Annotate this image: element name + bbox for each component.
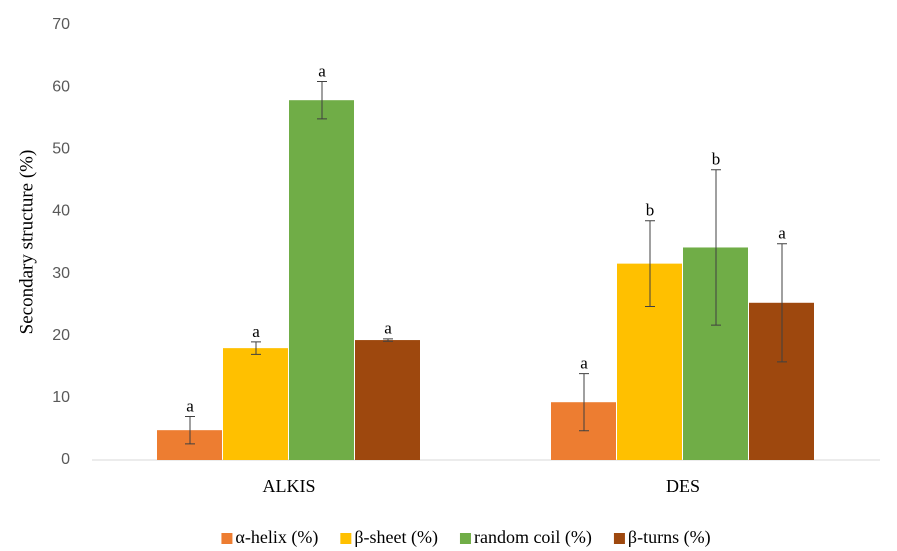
significance-letter: a bbox=[778, 224, 786, 243]
error-bar bbox=[777, 243, 787, 363]
legend-label: random coil (%) bbox=[474, 527, 592, 548]
x-tick-label: ALKIS bbox=[263, 476, 316, 496]
y-tick-label: 0 bbox=[61, 451, 70, 468]
bar bbox=[223, 348, 288, 460]
y-tick-label: 20 bbox=[52, 327, 70, 344]
legend-label: α-helix (%) bbox=[235, 527, 318, 548]
legend-swatch bbox=[613, 533, 625, 544]
y-tick-label: 30 bbox=[52, 265, 70, 282]
significance-letter: a bbox=[580, 354, 588, 373]
error-bar bbox=[251, 341, 261, 355]
significance-letter: b bbox=[712, 150, 721, 169]
y-tick-label: 50 bbox=[52, 141, 70, 158]
legend: α-helix (%) β-sheet (%) random coil (%) β-t… bbox=[221, 527, 711, 548]
significance-letter: a bbox=[318, 61, 326, 80]
y-tick-label: 60 bbox=[52, 78, 70, 95]
bar bbox=[289, 100, 354, 460]
error-bar bbox=[383, 338, 393, 342]
y-tick-label: 70 bbox=[52, 16, 70, 33]
significance-letter: a bbox=[186, 396, 194, 415]
legend-label: β-sheet (%) bbox=[354, 527, 438, 548]
legend-swatch bbox=[459, 533, 471, 544]
error-bar bbox=[317, 81, 327, 120]
significance-letter: a bbox=[384, 319, 392, 338]
error-bar bbox=[579, 373, 589, 432]
significance-letter: b bbox=[646, 201, 655, 220]
significance-letter: a bbox=[252, 322, 260, 341]
error-bar bbox=[711, 169, 721, 326]
legend-label: β-turns (%) bbox=[628, 527, 711, 548]
error-bar bbox=[185, 416, 195, 445]
legend-swatch bbox=[221, 533, 233, 544]
bar bbox=[355, 340, 420, 460]
x-tick-label: DES bbox=[666, 476, 700, 496]
error-bar bbox=[645, 220, 655, 308]
y-axis-title: Secondary structure (%) bbox=[16, 150, 37, 335]
y-tick-label: 40 bbox=[52, 203, 70, 220]
legend-swatch bbox=[340, 533, 352, 544]
y-tick-label: 10 bbox=[52, 389, 70, 406]
